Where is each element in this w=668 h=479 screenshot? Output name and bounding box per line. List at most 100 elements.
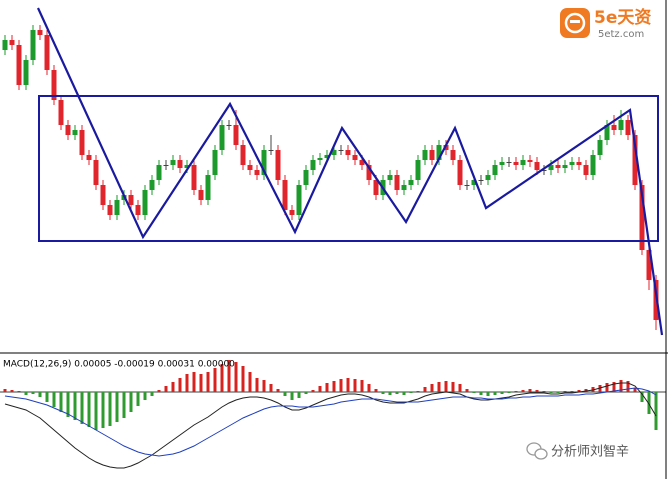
brand: 5e天资 <box>594 7 651 28</box>
macd-line <box>4 382 657 469</box>
candle-body <box>275 150 281 180</box>
logo: 5e天资 5etz.com <box>560 7 651 40</box>
candle-body <box>548 165 554 170</box>
candle-body <box>394 175 400 190</box>
candle-body <box>205 175 211 200</box>
candle-body <box>513 162 519 165</box>
candle-body <box>569 162 575 165</box>
candle-body <box>499 162 505 165</box>
candle-body <box>324 155 330 158</box>
macd-panel <box>0 360 666 469</box>
candle-body <box>303 170 309 185</box>
candle-body <box>338 150 344 151</box>
candle-body <box>198 190 204 200</box>
candle-body <box>401 185 407 190</box>
candle-body <box>555 165 561 168</box>
candle-body <box>562 165 568 168</box>
candle-body <box>9 40 15 45</box>
candle-body <box>261 150 267 175</box>
candle-body <box>450 150 456 160</box>
candle-body <box>156 165 162 180</box>
candle-body <box>247 165 253 170</box>
candle-body <box>79 130 85 155</box>
candle-body <box>618 120 624 130</box>
candle-body <box>30 30 36 60</box>
candle-body <box>345 150 351 155</box>
candle-body <box>464 185 470 186</box>
candle-body <box>219 125 225 150</box>
range-box <box>38 95 659 242</box>
candle-body <box>366 165 372 180</box>
price-panel <box>2 25 659 330</box>
candle-body <box>415 160 421 180</box>
candle-body <box>506 162 512 163</box>
candle-body <box>44 35 50 70</box>
candle-body <box>107 205 113 215</box>
macd-title: MACD(12,26,9) 0.00005 -0.00019 0.00031 0… <box>3 360 235 370</box>
candle-body <box>429 150 435 160</box>
candle-body <box>583 165 589 175</box>
candle-body <box>604 125 610 140</box>
candle-body <box>408 180 414 185</box>
candle-body <box>268 150 274 151</box>
macd-line <box>4 387 657 457</box>
zigzag-line <box>37 7 664 336</box>
candle-body <box>387 175 393 180</box>
candle-body <box>86 155 92 160</box>
candle-body <box>170 160 176 165</box>
candle-body <box>93 160 99 185</box>
candle-body <box>492 165 498 175</box>
candle-body <box>611 125 617 130</box>
candle-body <box>352 155 358 160</box>
candle-body <box>282 180 288 210</box>
candle-body <box>422 150 428 160</box>
candle-body <box>331 150 337 155</box>
candle-body <box>485 175 491 180</box>
candle-body <box>226 125 232 126</box>
candle-body <box>16 45 22 85</box>
candle-body <box>72 130 78 135</box>
candle-body <box>436 145 442 160</box>
candle-body <box>310 160 316 170</box>
candle-body <box>478 180 484 181</box>
candle-body <box>254 170 260 175</box>
author-mark: 分析师刘智辛 <box>526 442 629 460</box>
candle-body <box>51 70 57 100</box>
candle-body <box>128 195 134 205</box>
candle-body <box>373 180 379 195</box>
logo-icon-ring <box>564 12 586 34</box>
candle-body <box>163 165 169 166</box>
candle-body <box>597 140 603 155</box>
candle-body <box>359 160 365 165</box>
candle-body <box>58 100 64 125</box>
candle-body <box>149 180 155 190</box>
site: 5etz.com <box>598 29 644 40</box>
candle-body <box>541 170 547 171</box>
candle-body <box>135 205 141 215</box>
candle-body <box>632 135 638 185</box>
author: 分析师刘智辛 <box>551 445 629 460</box>
candle-body <box>590 155 596 175</box>
candle-body <box>65 125 71 135</box>
candle-body <box>114 200 120 215</box>
candle-body <box>457 160 463 185</box>
candle-body <box>625 120 631 135</box>
candle-body <box>233 125 239 145</box>
candle-body <box>289 210 295 215</box>
candle-body <box>191 165 197 190</box>
logo-icon-bar <box>570 20 580 23</box>
candle-body <box>639 185 645 250</box>
candle-body <box>100 185 106 205</box>
candle-body <box>520 160 526 165</box>
candle-body <box>527 160 533 162</box>
candle-body <box>212 150 218 175</box>
candle-body <box>37 30 43 35</box>
candle-body <box>317 158 323 160</box>
candle-body <box>471 180 477 185</box>
candle-body <box>240 145 246 165</box>
candle-body <box>177 160 183 168</box>
candle-body <box>576 162 582 165</box>
candle-body <box>296 185 302 215</box>
